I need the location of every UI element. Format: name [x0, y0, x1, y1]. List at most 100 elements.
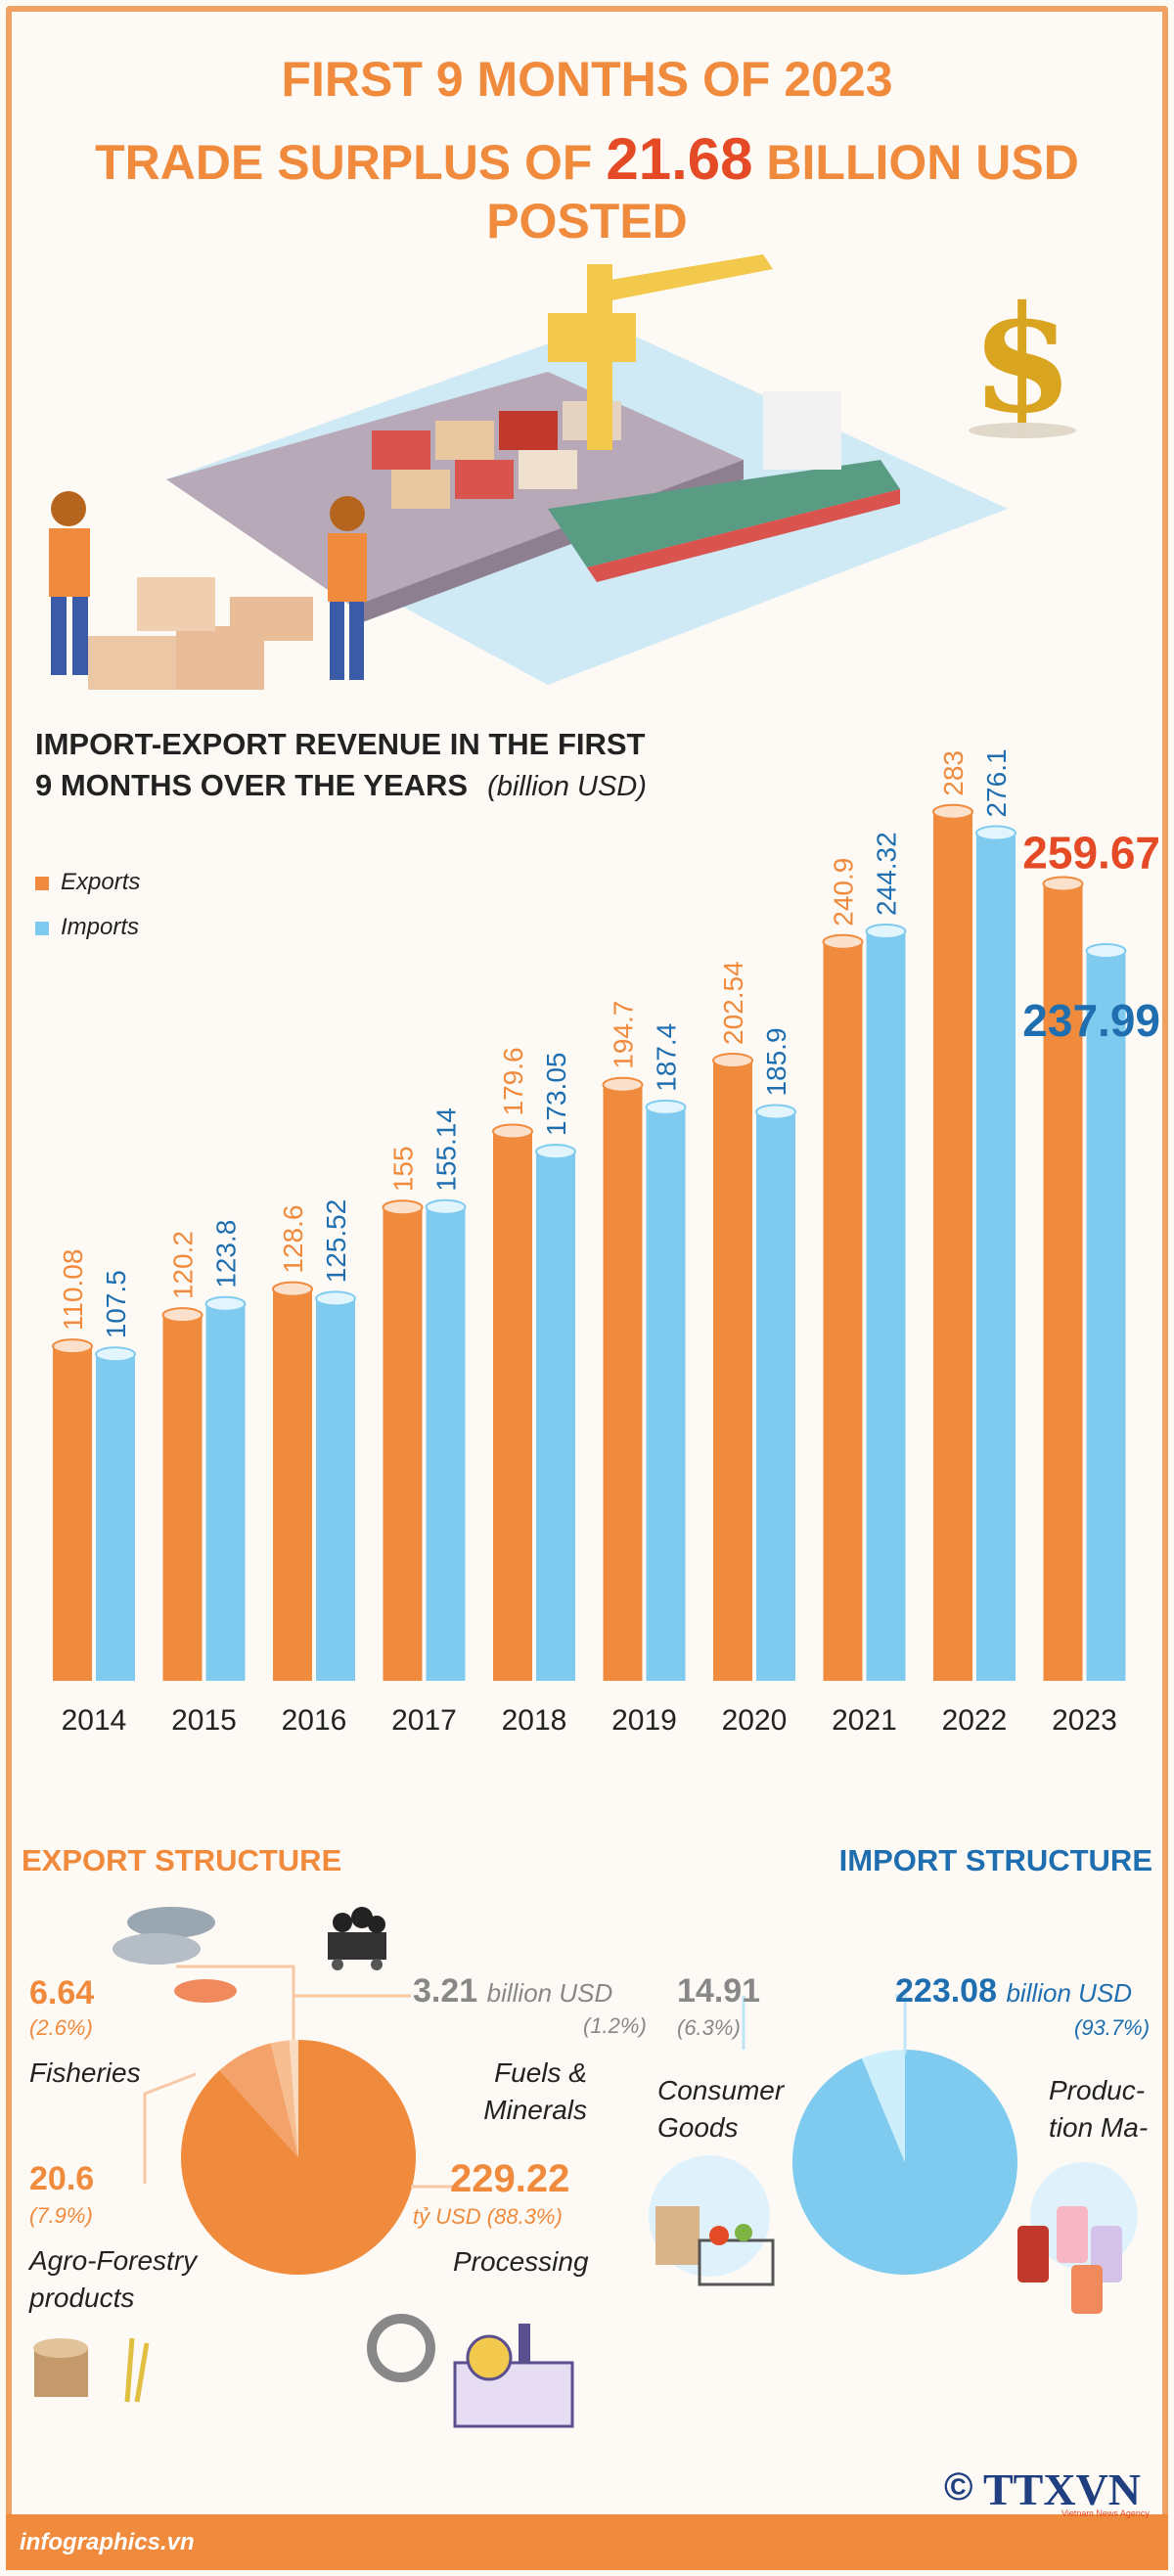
agro-label-line1: Agro-Forestry — [29, 2245, 198, 2276]
bar-label-exports-2020: 202.54 — [718, 961, 748, 1045]
bar-label-imports-2021: 244.32 — [872, 832, 902, 916]
year-label-2019: 2019 — [611, 1704, 677, 1737]
bar-imports-2022 — [976, 833, 1016, 1681]
export-slice-processing — [181, 2040, 417, 2275]
bar-exports-2021 — [823, 941, 863, 1681]
bar-label-exports-2019: 194.7 — [609, 1001, 639, 1069]
fuels-label-line2: Minerals — [483, 2095, 587, 2125]
leader-line — [895, 1994, 907, 2055]
fisheries-pct: (2.6%) — [29, 2015, 93, 2040]
export-structure-title: EXPORT STRUCTURE — [22, 1843, 342, 1877]
consumer-value: 14.91 — [677, 1972, 761, 2010]
bar-imports-2023 — [1086, 950, 1126, 1681]
fuels-label: Fuels & Minerals — [477, 2055, 587, 2129]
bar-label-imports-2019: 187.4 — [652, 1023, 682, 1092]
ttxvn-logo: TTXVN — [983, 2464, 1142, 2514]
bar-label-imports-2016: 125.52 — [321, 1199, 351, 1284]
bar-cap-exports-2017 — [382, 1199, 424, 1216]
year-label-2014: 2014 — [62, 1704, 127, 1737]
bar-cap-imports-2016 — [315, 1290, 356, 1307]
year-label-2017: 2017 — [391, 1704, 457, 1737]
processing-pct: tỷ USD (88.3%) — [413, 2204, 563, 2229]
bar-exports-2020 — [713, 1060, 752, 1681]
export-slice-agro-forestry-products — [219, 2043, 298, 2157]
chart-title: IMPORT-EXPORT REVENUE IN THE FIRST 9 MON… — [35, 724, 647, 807]
production-value-number: 223.08 — [895, 1972, 997, 2010]
footer-site[interactable]: infographics.vn — [20, 2529, 195, 2555]
import-slice-consumer-goods — [861, 2050, 905, 2162]
shopping-basket-icon — [649, 2155, 775, 2286]
cargo-ship — [548, 391, 900, 582]
legend-exports-label: Exports — [61, 869, 141, 895]
bar-label-exports-2021: 240.9 — [829, 858, 859, 926]
bar-cap-imports-2017 — [425, 1198, 467, 1215]
bar-cap-imports-2018 — [535, 1144, 576, 1160]
bar-cap-imports-2021 — [865, 923, 907, 939]
bar-cap-exports-2015 — [161, 1307, 203, 1324]
consumer-pct: (6.3%) — [677, 2015, 741, 2040]
bar-cap-exports-2014 — [52, 1338, 93, 1355]
headline-surplus-value: 21.68 — [606, 126, 753, 192]
fisheries-label: Fisheries — [29, 2057, 141, 2088]
port-illustration: $ — [49, 254, 1076, 690]
bar-cap-imports-2019 — [645, 1099, 687, 1115]
processing-label: Processing — [453, 2246, 589, 2277]
bar-exports-2014 — [53, 1346, 92, 1681]
consumer-label: Consumer Goods — [657, 2072, 784, 2147]
bar-exports-2016 — [273, 1288, 312, 1681]
consumer-label-line2: Goods — [657, 2112, 739, 2143]
bar-label-imports-2018: 173.05 — [541, 1053, 571, 1137]
bar-label-exports-2018: 179.6 — [498, 1047, 528, 1115]
bar-label-exports-2014: 110.08 — [58, 1249, 88, 1332]
headline-prefix: TRADE SURPLUS OF — [95, 135, 607, 190]
headline-suffix: BILLION USD POSTED — [486, 135, 1079, 249]
chart-title-line2: 9 MONTHS OVER THE YEARS — [35, 768, 469, 802]
bar-exports-2023 — [1043, 883, 1083, 1681]
bar-cap-exports-2018 — [492, 1123, 533, 1140]
bar-exports-2019 — [603, 1084, 643, 1681]
leader-line — [176, 1965, 295, 2040]
agro-label-line2: products — [29, 2282, 135, 2313]
production-label: Produc- tion Ma- — [1049, 2072, 1148, 2147]
boxes-pile — [88, 577, 313, 690]
worker-right — [328, 496, 367, 680]
bar-imports-2015 — [205, 1303, 246, 1681]
year-label-2023: 2023 — [1052, 1704, 1117, 1737]
fuels-pct: (1.2%) — [583, 2013, 647, 2038]
wood-stump-icon — [33, 2337, 150, 2403]
bar-chart: 110.08 107.5 2014 120.2 123.8 2015 128.6 125.52… — [52, 748, 1160, 1737]
ttxvn-logo-subtitle: Vietnam News Agency — [1061, 2508, 1150, 2518]
coal-cart-icon — [328, 1907, 386, 1970]
year-label-2016: 2016 — [282, 1704, 347, 1737]
legend-imports-label: Imports — [61, 914, 140, 940]
leader-line — [143, 2072, 197, 2184]
bar-cap-imports-2014 — [95, 1346, 136, 1363]
agro-label: Agro-Forestry products — [29, 2242, 197, 2317]
bar-label-imports-2022: 276.1 — [981, 748, 1012, 817]
dollar-sign: $ — [969, 274, 1076, 446]
bar-label-exports-2017: 155 — [388, 1146, 419, 1192]
bar-cap-imports-2022 — [975, 825, 1016, 841]
bar-exports-2017 — [383, 1207, 423, 1681]
bar-imports-2018 — [536, 1152, 575, 1681]
fisheries-value: 6.64 — [29, 1974, 95, 2011]
chart-title-line1: IMPORT-EXPORT REVENUE IN THE FIRST — [35, 727, 646, 761]
headline-line2: TRADE SURPLUS OF 21.68 BILLION USD POSTE… — [0, 125, 1174, 249]
legend-exports: Exports — [35, 869, 140, 896]
copyright-symbol: © — [944, 2465, 973, 2508]
export-slice-fisheries — [270, 2040, 298, 2157]
bar-cap-exports-2022 — [932, 803, 973, 820]
bar-cap-exports-2023 — [1042, 876, 1084, 892]
year-label-2018: 2018 — [502, 1704, 567, 1737]
legend-imports-swatch — [35, 921, 49, 935]
bar-imports-2014 — [96, 1354, 135, 1681]
fuels-value-number: 3.21 — [413, 1972, 478, 2010]
bar-cap-imports-2023 — [1085, 942, 1127, 959]
bar-cap-imports-2020 — [755, 1104, 796, 1120]
bar-cap-exports-2016 — [272, 1281, 313, 1297]
import-structure-title: IMPORT STRUCTURE — [838, 1843, 1152, 1877]
fuels-label-line1: Fuels & — [494, 2057, 587, 2088]
bar-exports-2022 — [933, 811, 972, 1681]
industry-icon — [367, 2314, 574, 2428]
